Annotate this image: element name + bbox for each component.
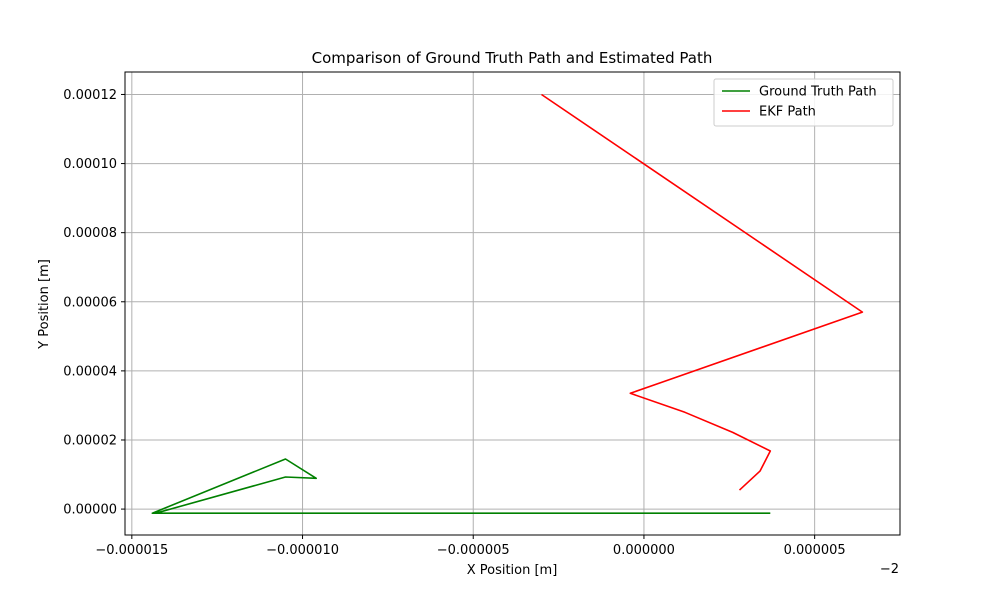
y-tick-label: 0.00006	[63, 295, 117, 310]
x-axis-offset-label: −2	[880, 562, 899, 577]
series-layer	[151, 93, 864, 515]
series-line-ground-truth	[151, 458, 771, 515]
legend: Ground Truth Path EKF Path	[713, 78, 894, 127]
y-tick-label: 0.00008	[63, 226, 117, 241]
y-tick-label: 0.00002	[63, 433, 117, 448]
legend-entry: EKF Path	[759, 105, 816, 120]
y-axis-label: Y Position [m]	[37, 259, 52, 350]
axis-ticks: −0.000015 −0.000010 −0.000005 0.000000 0.000…	[63, 88, 845, 558]
x-tick-label: −0.000015	[95, 543, 168, 558]
chart-title: Comparison of Ground Truth Path and Esti…	[312, 49, 713, 67]
legend-entry: Ground Truth Path	[759, 85, 877, 100]
y-tick-label: 0.00010	[63, 157, 117, 172]
x-tick-label: −0.000005	[437, 543, 510, 558]
legend-box	[713, 78, 894, 127]
x-axis-label: X Position [m]	[467, 563, 558, 578]
x-tick-label: 0.000005	[784, 543, 846, 558]
grid-lines	[125, 72, 900, 535]
series-line-ekf	[541, 93, 864, 491]
plot-frame	[124, 71, 901, 536]
y-tick-label: 0.00004	[63, 364, 117, 379]
x-tick-label: −0.000010	[266, 543, 339, 558]
y-tick-label: 0.00012	[63, 88, 117, 103]
plot-area	[125, 72, 900, 535]
x-tick-label: 0.000000	[613, 543, 675, 558]
y-tick-label: 0.00000	[63, 503, 117, 518]
